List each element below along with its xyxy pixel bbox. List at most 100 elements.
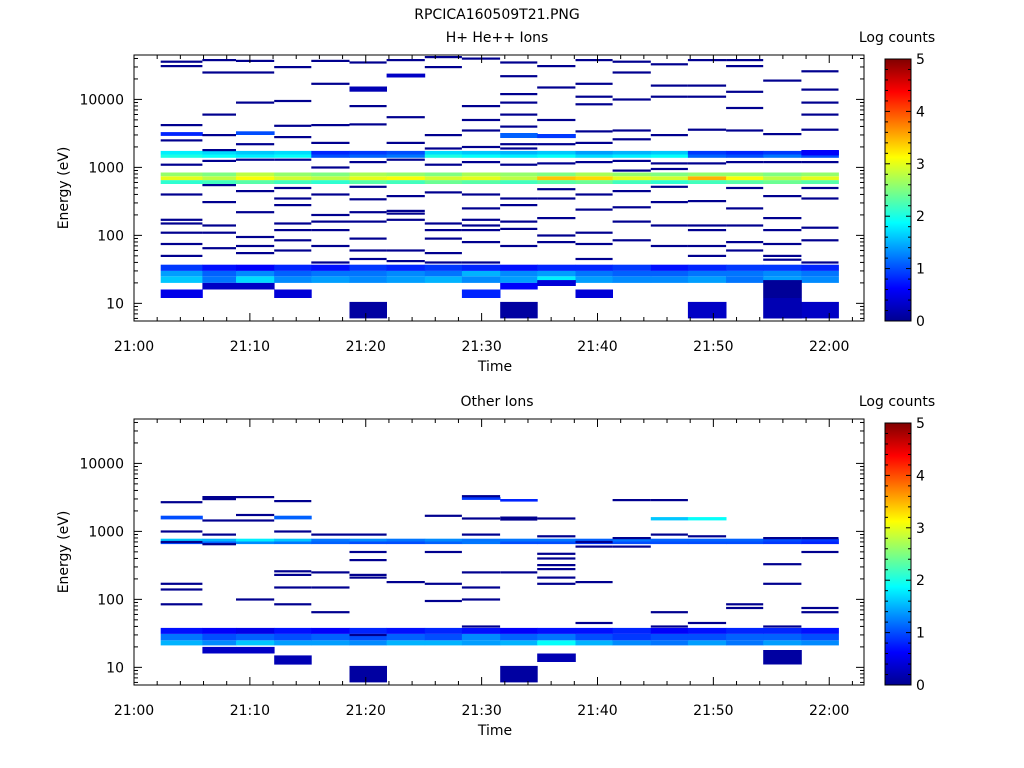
- heatmap-count-line: [650, 533, 688, 536]
- heatmap-count-line: [236, 235, 275, 239]
- heatmap-cell: [537, 653, 576, 662]
- heatmap-band-cell: [386, 150, 426, 155]
- heatmap-cell: [537, 134, 576, 139]
- heatmap-count-line: [801, 197, 839, 200]
- heatmap-band-cell: [500, 154, 538, 158]
- heatmap-band-cell: [612, 176, 652, 181]
- heatmap-count-line: [274, 222, 312, 225]
- heatmap-count-line: [349, 559, 387, 562]
- heatmap-count-line: [202, 201, 236, 204]
- heatmap-count-line: [461, 105, 501, 108]
- heatmap-count-line: [612, 239, 651, 242]
- heatmap-band-cell: [612, 150, 652, 155]
- heatmap-count-line: [650, 167, 688, 171]
- heatmap-count-line: [801, 88, 839, 91]
- heatmap-count-line: [349, 237, 387, 240]
- heatmap-count-line: [650, 201, 688, 204]
- heatmap-band-cell: [763, 538, 802, 542]
- heatmap-band-cell: [726, 276, 764, 283]
- heatmap-count-line: [202, 498, 236, 501]
- heatmap-count-line: [537, 582, 576, 585]
- colorbar-tick-label: 1: [916, 626, 925, 642]
- heatmap-band-cell: [461, 276, 501, 283]
- heatmap-count-line: [311, 244, 350, 248]
- heatmap-band-cell: [537, 538, 576, 542]
- heatmap-band-cell: [461, 172, 501, 177]
- heatmap-band-cell: [424, 150, 463, 155]
- heatmap-count-line: [160, 603, 203, 606]
- heatmap-count-line: [202, 159, 236, 162]
- x-tick-label: 21:10: [230, 339, 270, 355]
- heatmap-count-line: [801, 606, 839, 610]
- heatmap-band-cell: [311, 154, 350, 158]
- heatmap-count-line: [763, 254, 802, 257]
- heatmap-band-cell: [612, 172, 652, 177]
- heatmap-count-line: [650, 625, 688, 628]
- heatmap-band-cell: [386, 264, 426, 271]
- heatmap-count-line: [537, 197, 576, 200]
- heatmap-count-line: [274, 124, 312, 127]
- heatmap-count-line: [763, 537, 802, 540]
- heatmap-count-line: [500, 93, 538, 96]
- heatmap-count-line: [202, 134, 236, 137]
- heatmap-band-cell: [386, 172, 426, 177]
- heatmap-band-cell: [386, 640, 426, 646]
- heatmap-band-cell: [687, 264, 727, 271]
- heatmap-band-cell: [687, 154, 727, 158]
- panel-other-ions: Other Ions Log counts Time Energy (eV) 2…: [56, 394, 935, 739]
- heatmap-band-cell: [726, 538, 764, 542]
- heatmap-count-line: [575, 95, 613, 98]
- heatmap-count-line: [726, 224, 764, 227]
- heatmap-band-cell: [726, 176, 764, 181]
- heatmap-count-line: [726, 606, 764, 610]
- y-axis-label: Energy (eV): [56, 511, 72, 594]
- heatmap-band-cell: [160, 150, 203, 155]
- heatmap-band-cell: [801, 538, 839, 542]
- heatmap-count-line: [311, 59, 350, 62]
- heatmap-band-cell: [349, 176, 387, 181]
- heatmap-band-cell: [650, 180, 689, 184]
- heatmap-count-line: [650, 63, 688, 66]
- heatmap-count-line: [801, 113, 839, 116]
- heatmap-count-line: [236, 211, 275, 214]
- heatmap-band-cell: [160, 176, 203, 181]
- heatmap-cell: [687, 301, 727, 319]
- heatmap-count-line: [575, 59, 613, 62]
- heatmap-band-cell: [274, 154, 312, 158]
- heatmap-cell: [160, 132, 203, 136]
- heatmap-band-cell: [461, 627, 501, 634]
- heatmap-band-cell: [687, 172, 727, 177]
- heatmap-band-cell: [537, 172, 576, 177]
- colorbar: 0 1 2 3 4 5: [884, 52, 925, 330]
- heatmap-count-line: [160, 231, 203, 234]
- heatmap-band-cell: [687, 180, 727, 184]
- heatmap-count-line: [612, 60, 651, 63]
- colorbar-label: Log counts: [859, 30, 935, 46]
- heatmap-band-cell: [424, 154, 463, 158]
- heatmap-band-cell: [687, 538, 727, 542]
- heatmap-band-cell: [801, 172, 839, 177]
- heatmap-band-cell: [726, 270, 764, 277]
- heatmap-count-line: [650, 185, 688, 188]
- heatmap-band-cell: [160, 538, 203, 542]
- heatmap-count-line: [386, 209, 425, 212]
- heatmap-count-line: [575, 161, 613, 164]
- heatmap-count-line: [311, 571, 350, 574]
- heatmap-count-line: [500, 227, 538, 230]
- heatmap-cell: [500, 133, 538, 138]
- heatmap-band-cell: [386, 180, 426, 184]
- heatmap-count-line: [160, 193, 203, 196]
- heatmap-band-cell: [349, 150, 387, 155]
- heatmap-count-line: [763, 229, 802, 232]
- heatmap-band-cell: [612, 627, 652, 634]
- heatmap-band-cell: [801, 541, 839, 545]
- heatmap-band-cell: [537, 150, 576, 155]
- heatmap-count-line: [274, 530, 312, 533]
- heatmap-count-line: [274, 603, 312, 606]
- heatmap-band-cell: [202, 538, 237, 542]
- heatmap-band-cell: [202, 276, 237, 283]
- heatmap-band-cell: [311, 270, 350, 277]
- heatmap-count-line: [386, 212, 425, 215]
- heatmap-count-line: [311, 166, 350, 169]
- heatmap-count-line: [424, 514, 462, 517]
